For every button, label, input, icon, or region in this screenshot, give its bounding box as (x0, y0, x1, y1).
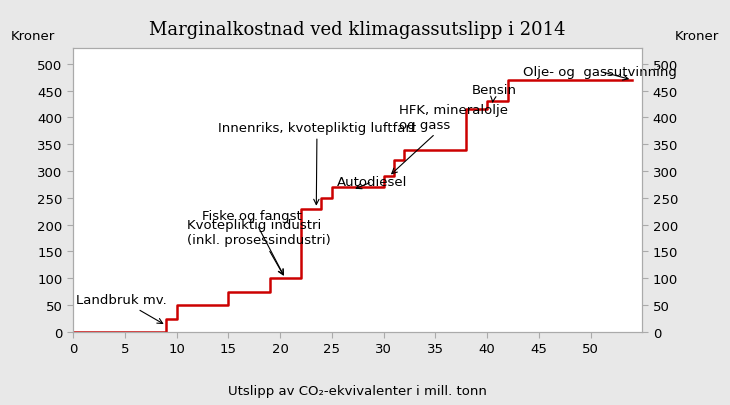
Text: Utslipp av CO₂-ekvivalenter i mill. tonn: Utslipp av CO₂-ekvivalenter i mill. tonn (228, 384, 487, 397)
Title: Marginalkostnad ved klimagassutslipp i 2014: Marginalkostnad ved klimagassutslipp i 2… (150, 21, 566, 39)
Text: Kvotepliktig industri
(inkl. prosessindustri): Kvotepliktig industri (inkl. prosessindu… (187, 219, 331, 275)
Text: Autodiesel: Autodiesel (337, 176, 407, 189)
Text: HFK, mineralolje
og gass: HFK, mineralolje og gass (392, 104, 508, 174)
Text: Olje- og  gassutvinning: Olje- og gassutvinning (523, 66, 677, 81)
Text: Kroner: Kroner (11, 30, 55, 43)
Text: Innenriks, kvotepliktig luftfart: Innenriks, kvotepliktig luftfart (218, 121, 416, 205)
Text: Kroner: Kroner (675, 30, 719, 43)
Text: Bensin: Bensin (472, 84, 517, 102)
Text: Landbruk mv.: Landbruk mv. (76, 294, 167, 324)
Text: Fiske og fangst: Fiske og fangst (202, 209, 302, 275)
